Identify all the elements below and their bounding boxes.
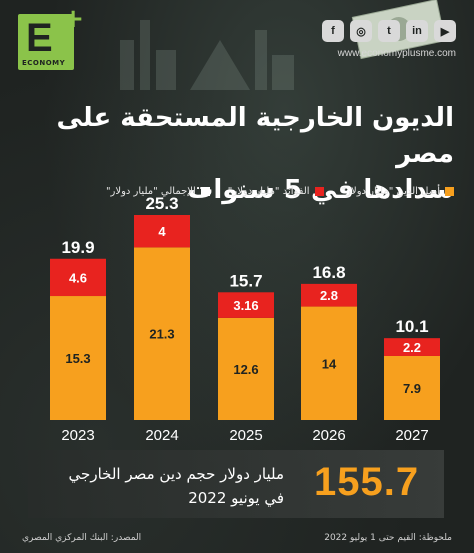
summary-text-line-1: مليار دولار حجم دين مصر الخارجي bbox=[68, 465, 284, 483]
bar-principal-2024 bbox=[134, 247, 190, 420]
x-tick-2025: 2025 bbox=[229, 427, 262, 444]
legend-principal-label: أصل الدين "مليار دولار" bbox=[341, 186, 440, 197]
bar-interest-2027 bbox=[384, 338, 440, 356]
interest-label-2023: 4.6 bbox=[69, 270, 87, 285]
legend-principal: أصل الدين "مليار دولار" bbox=[342, 186, 454, 197]
brand-logo[interactable]: E + ECONOMY bbox=[18, 4, 84, 70]
interest-label-2025: 3.16 bbox=[233, 298, 258, 313]
principal-label-2027: 7.9 bbox=[403, 381, 421, 396]
total-label-2023: 19.9 bbox=[61, 238, 94, 257]
logo-word: ECONOMY bbox=[22, 59, 66, 67]
bar-interest-2026 bbox=[301, 283, 357, 307]
interest-label-2027: 2.2 bbox=[403, 340, 421, 355]
summary-text: مليار دولار حجم دين مصر الخارجي في يونيو… bbox=[34, 462, 284, 510]
legend-interest-label: الفوائد "مليار دولار" bbox=[227, 186, 310, 197]
summary-box bbox=[28, 450, 444, 518]
title-line-1: الديون الخارجية المستحقة على مصر bbox=[56, 103, 454, 169]
bar-chart: 15.3 4.6 19.9 2023 21.3 4 25.3 2024 12.6 3.16 15.7… bbox=[50, 195, 440, 444]
principal-label-2026: 14 bbox=[322, 356, 337, 371]
page-title: الديون الخارجية المستحقة على مصر سدادها … bbox=[24, 100, 454, 208]
website-url[interactable]: www.economyplusme.com bbox=[337, 48, 456, 59]
x-tick-2027: 2027 bbox=[395, 427, 428, 444]
principal-label-2023: 15.3 bbox=[65, 351, 90, 366]
social-links: f ◎ t in ▶ bbox=[322, 20, 456, 42]
bar-interest-2024 bbox=[134, 215, 190, 248]
logo-plus: + bbox=[62, 4, 84, 34]
x-tick-2026: 2026 bbox=[312, 427, 345, 444]
bar-principal-2027 bbox=[384, 355, 440, 420]
legend-total: الإجمالي "مليار دولار" bbox=[106, 186, 210, 197]
footnote-source: المصدر: البنك المركزي المصري bbox=[22, 533, 142, 543]
legend-total-label: الإجمالي "مليار دولار" bbox=[105, 186, 196, 197]
chart-legend: أصل الدين "مليار دولار" الفوائد "مليار د… bbox=[106, 186, 454, 197]
title-line-2: سدادها في 5 سنوات bbox=[187, 175, 454, 205]
skyline-decoration bbox=[120, 20, 294, 90]
footnote-note: ملحوظة: القيم حتى 1 يوليو 2022 bbox=[324, 533, 452, 543]
principal-label-2024: 21.3 bbox=[149, 327, 174, 342]
x-tick-2024: 2024 bbox=[145, 427, 178, 444]
total-label-2026: 16.8 bbox=[312, 263, 345, 282]
legend-principal-swatch bbox=[445, 187, 454, 196]
instagram-icon[interactable]: ◎ bbox=[350, 20, 372, 42]
legend-interest: الفوائد "مليار دولار" bbox=[228, 186, 324, 197]
principal-label-2025: 12.6 bbox=[233, 362, 258, 377]
bar-principal-2025 bbox=[218, 317, 274, 420]
facebook-icon[interactable]: f bbox=[322, 20, 344, 42]
bar-interest-2025 bbox=[218, 292, 274, 318]
summary-text-line-2: في يونيو 2022 bbox=[188, 489, 284, 507]
x-tick-2023: 2023 bbox=[61, 427, 94, 444]
bar-principal-2026 bbox=[301, 306, 357, 420]
youtube-icon[interactable]: ▶ bbox=[434, 20, 456, 42]
total-label-2024: 25.3 bbox=[145, 195, 178, 213]
logo-letter: E bbox=[26, 16, 53, 60]
summary-big-number: 155.7 bbox=[314, 460, 420, 504]
bar-principal-2023 bbox=[50, 296, 106, 420]
interest-label-2026: 2.8 bbox=[320, 288, 338, 303]
legend-interest-swatch bbox=[314, 187, 324, 196]
twitter-icon[interactable]: t bbox=[378, 20, 400, 42]
total-label-2025: 15.7 bbox=[229, 271, 262, 290]
legend-total-swatch bbox=[200, 187, 210, 196]
interest-label-2024: 4 bbox=[158, 224, 166, 239]
total-label-2027: 10.1 bbox=[395, 317, 428, 336]
bar-interest-2023 bbox=[50, 258, 106, 297]
linkedin-icon[interactable]: in bbox=[406, 20, 428, 42]
